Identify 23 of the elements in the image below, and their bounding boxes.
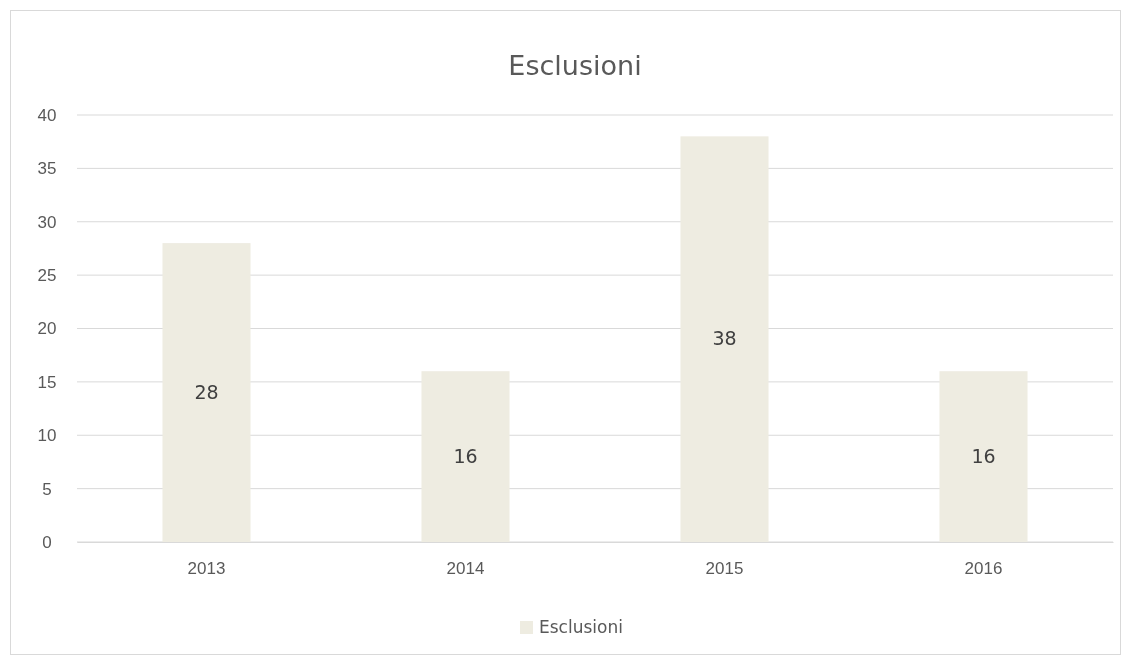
y-tick-label: 35 (37, 159, 57, 179)
data-label: 28 (194, 380, 219, 403)
y-tick-label: 40 (37, 105, 57, 125)
x-tick-label: 2014 (446, 559, 485, 579)
data-label: 38 (712, 327, 737, 350)
bar (162, 243, 251, 542)
y-tick-label: 30 (37, 212, 57, 232)
x-tick-label: 2015 (705, 559, 744, 579)
y-tick-label: 5 (42, 479, 52, 499)
bar (421, 371, 510, 542)
legend-label: Esclusioni (539, 617, 623, 637)
y-tick-label: 10 (37, 426, 57, 446)
y-tick-label: 25 (37, 266, 57, 286)
bar (939, 371, 1028, 542)
data-label: 16 (971, 444, 996, 467)
x-tick-label: 2016 (964, 559, 1003, 579)
x-tick-label: 2013 (187, 559, 226, 579)
bar (680, 136, 769, 542)
y-tick-label: 0 (42, 532, 52, 552)
y-tick-label: 20 (37, 319, 57, 339)
chart-title: Esclusioni (508, 50, 642, 81)
y-tick-label: 15 (37, 372, 57, 392)
data-label: 16 (453, 444, 478, 467)
